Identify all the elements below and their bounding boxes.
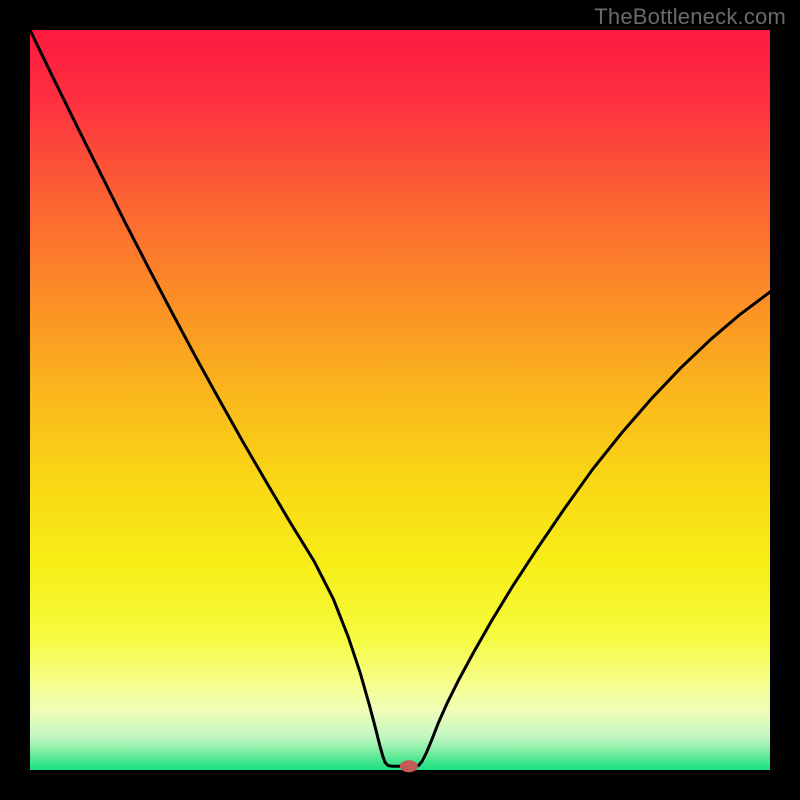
chart-frame: TheBottleneck.com [0,0,800,800]
plot-background [30,30,770,770]
bottleneck-chart [0,0,800,800]
optimal-marker [400,760,418,772]
watermark-text: TheBottleneck.com [594,4,786,30]
